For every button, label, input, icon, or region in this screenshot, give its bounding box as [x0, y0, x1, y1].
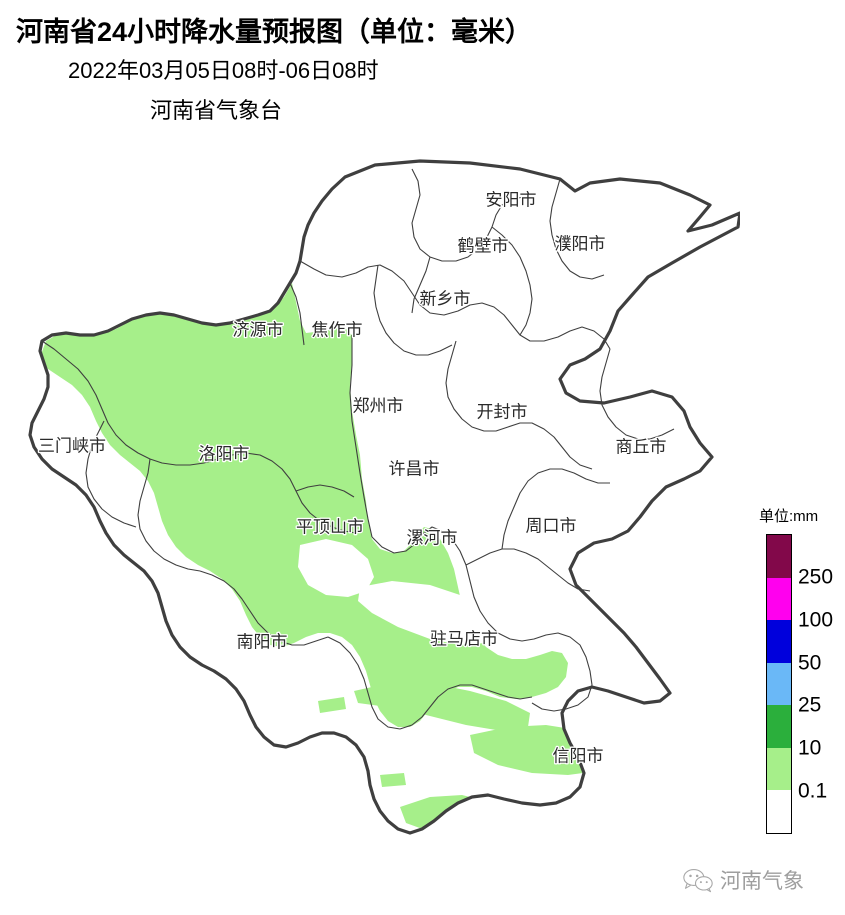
- city-label-zhoukou: 周口市: [526, 516, 577, 535]
- map-svg: 安阳市 鹤壁市 濮阳市 新乡市 济源市 焦作市 郑州市 开封市 商丘市 三门峡市…: [0, 135, 740, 880]
- legend-title: 单位:mm: [759, 508, 819, 525]
- legend-swatch-zero: [767, 790, 791, 833]
- watermark-text: 河南气象: [720, 869, 804, 893]
- city-boundaries: [41, 168, 675, 730]
- wechat-icon: [683, 869, 713, 893]
- city-label-zhengzhou: 郑州市: [353, 396, 404, 415]
- watermark: 河南气象: [683, 862, 841, 898]
- map-base-layer: [0, 135, 740, 880]
- city-label-jiyuan: 济源市: [233, 320, 284, 339]
- legend-swatch-100: [767, 577, 791, 621]
- city-label-xinyang: 信阳市: [553, 746, 604, 765]
- city-label-luoyang: 洛阳市: [199, 444, 250, 463]
- city-labels: 安阳市 鹤壁市 濮阳市 新乡市 济源市 焦作市 郑州市 开封市 商丘市 三门峡市…: [37, 189, 668, 767]
- legend-label-0.1: 0.1: [798, 779, 828, 803]
- city-label-puyang: 濮阳市: [555, 234, 606, 253]
- forecast-period: 2022年03月05日08时-06日08时: [68, 58, 379, 83]
- city-label-xuchang: 许昌市: [389, 459, 440, 478]
- city-label-kaifeng: 开封市: [477, 402, 528, 421]
- issuing-agency: 河南省气象台: [150, 98, 283, 123]
- city-label-anyang: 安阳市: [486, 190, 537, 209]
- legend: 单位:mm 250 100 50 25 10 0.1: [752, 505, 845, 865]
- city-label-zhumadian: 驻马店市: [430, 629, 498, 648]
- legend-label-100: 100: [798, 608, 834, 632]
- city-label-pingdingshan: 平顶山市: [296, 517, 364, 536]
- city-label-xinxiang: 新乡市: [420, 289, 471, 308]
- page-title: 河南省24小时降水量预报图（单位：毫米）: [16, 17, 533, 47]
- legend-swatch-0.1: [767, 747, 791, 791]
- legend-swatch-50: [767, 620, 791, 663]
- city-label-sanmenxia: 三门峡市: [38, 436, 106, 455]
- city-label-nanyang: 南阳市: [237, 632, 288, 651]
- legend-tick-labels: 250 100 50 25 10 0.1: [798, 534, 845, 834]
- map-header: 河南省24小时降水量预报图（单位：毫米） 2022年03月05日08时-06日0…: [0, 0, 845, 140]
- legend-label-50: 50: [798, 651, 822, 675]
- legend-label-250: 250: [798, 565, 834, 589]
- legend-label-25: 25: [798, 693, 822, 717]
- legend-colorbar: [766, 534, 792, 834]
- legend-swatch-250: [767, 535, 791, 578]
- province-outline: [28, 159, 740, 835]
- legend-swatch-25: [767, 662, 791, 706]
- city-label-jiaozuo: 焦作市: [312, 320, 363, 339]
- legend-label-10: 10: [798, 736, 822, 760]
- legend-swatch-10: [767, 705, 791, 748]
- precipitation-map: 安阳市 鹤壁市 濮阳市 新乡市 济源市 焦作市 郑州市 开封市 商丘市 三门峡市…: [0, 135, 740, 880]
- city-label-luohe: 漯河市: [407, 528, 458, 547]
- city-label-hebi: 鹤壁市: [458, 236, 509, 255]
- city-label-shangqiu: 商丘市: [616, 437, 667, 456]
